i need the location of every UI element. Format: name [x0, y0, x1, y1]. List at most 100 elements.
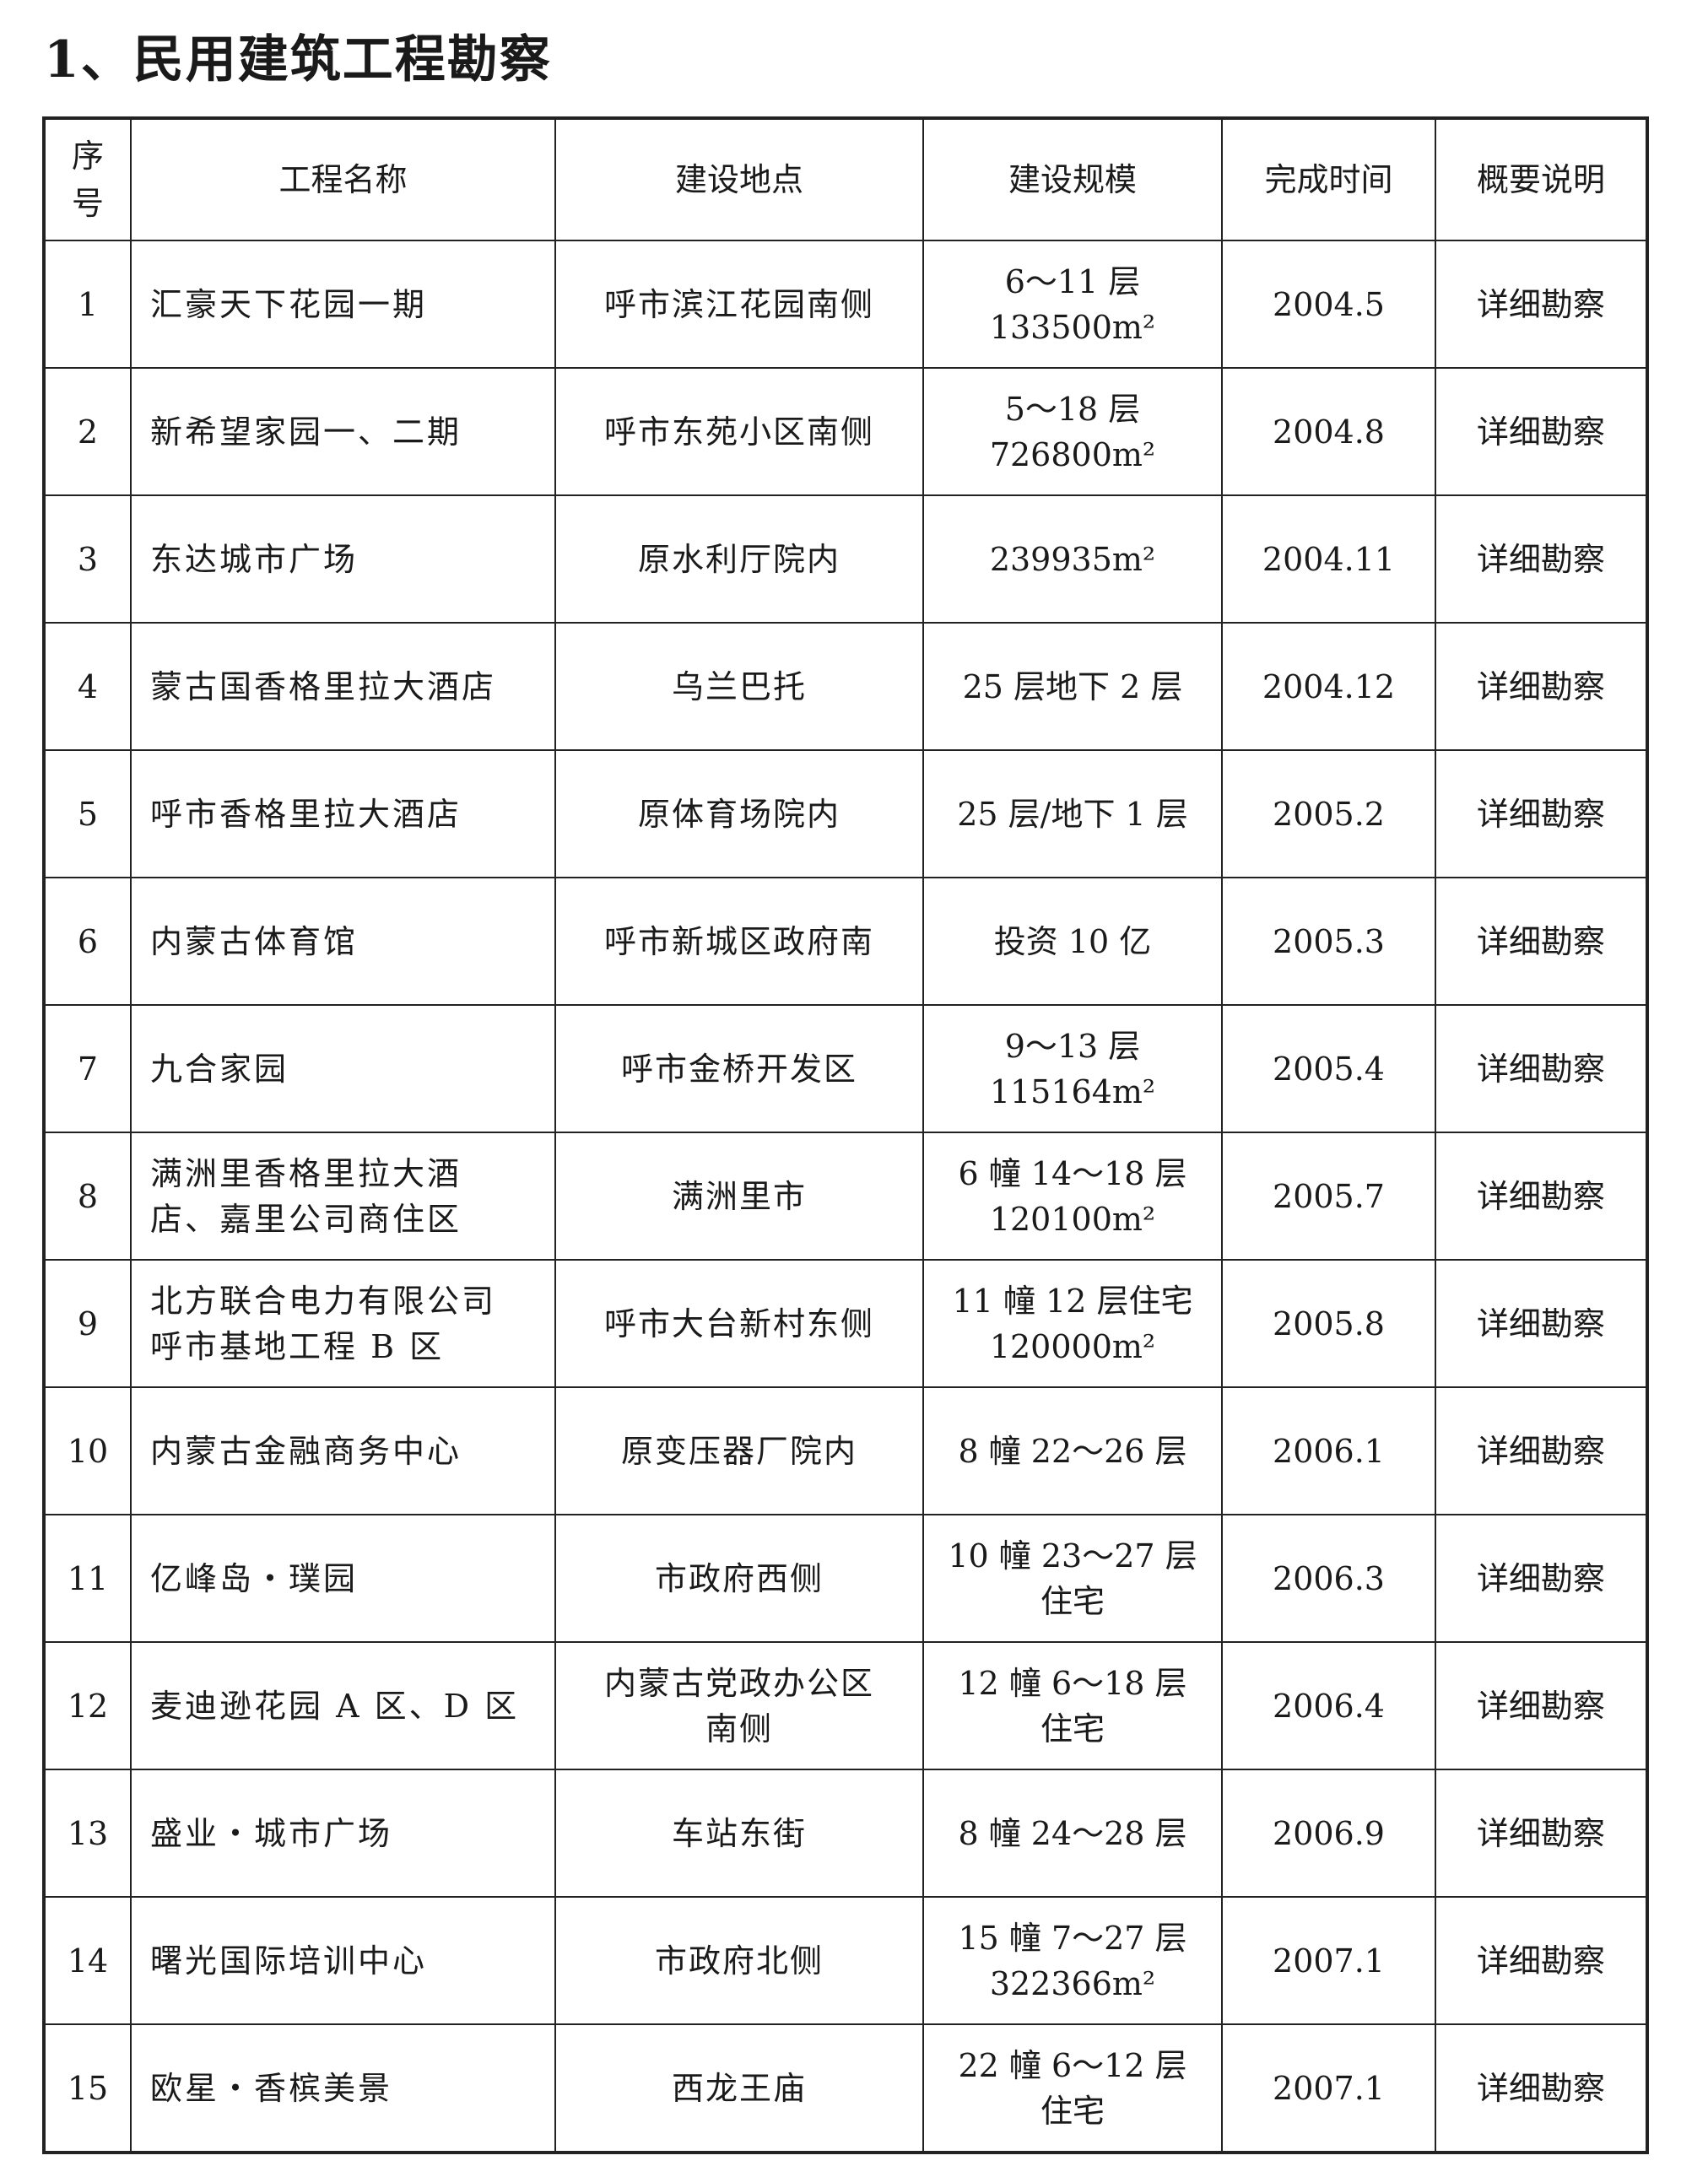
cell-seq: 10 [43, 1386, 132, 1515]
cell-note: 详细勘察 [1435, 1514, 1648, 1643]
cell-location-line: 满洲里市 [671, 1177, 807, 1215]
cell-name: 汇豪天下花园一期 [130, 240, 556, 369]
cell-name: 呼市香格里拉大酒店 [130, 749, 556, 878]
cell-name-line: 满洲里香格里拉大酒 [150, 1154, 462, 1192]
table-row: 4 蒙古国香格里拉大酒店 乌兰巴托 25 层地下 2 层 2004.12 详细勘察 [43, 622, 1648, 751]
table-row: 15 欧星・香槟美景 西龙王庙 22 幢 6～12 层住宅 2007.1 详细勘察 [43, 2023, 1648, 2153]
cell-scale: 8 幢 22～26 层 [922, 1386, 1223, 1515]
cell-scale-line: 10 幢 23～27 层 [948, 1537, 1197, 1575]
cell-scale-line: 239935m² [989, 540, 1156, 578]
cell-scale: 11 幢 12 层住宅 120000m² [922, 1259, 1223, 1388]
cell-scale-line: 25 层/地下 1 层 [957, 795, 1188, 833]
header-location: 建设地点 [554, 117, 924, 241]
table-row: 13 盛业・城市广场 车站东街 8 幢 24～28 层 2006.9 详细勘察 [43, 1769, 1648, 1898]
cell-seq: 15 [43, 2023, 132, 2153]
cell-scale-line: 6～11 层 [1004, 262, 1141, 300]
table-row: 1 汇豪天下花园一期 呼市滨江花园南侧 6～11 层 133500m² 2004.5 详细勘… [43, 240, 1648, 369]
table-row: 9 北方联合电力有限公司 呼市基地工程 B 区呼市大台新村东侧 11 幢 12 层住宅… [43, 1259, 1648, 1388]
header-note: 概要说明 [1435, 117, 1648, 241]
cell-name: 内蒙古金融商务中心 [130, 1386, 556, 1515]
cell-note: 详细勘察 [1435, 1641, 1648, 1770]
cell-note: 详细勘察 [1435, 1132, 1648, 1261]
cell-scale-line: 住宅 [1040, 2092, 1105, 2130]
cell-location-line: 呼市新城区政府南 [603, 922, 874, 960]
cell-name: 北方联合电力有限公司 呼市基地工程 B 区 [130, 1259, 556, 1388]
cell-location-line: 呼市东苑小区南侧 [603, 413, 874, 451]
header-scale: 建设规模 [922, 117, 1223, 241]
cell-name-line: 蒙古国香格里拉大酒店 [150, 667, 497, 705]
cell-scale-line: 11 幢 12 层住宅 [952, 1282, 1193, 1320]
cell-name-line: 盛业・城市广场 [150, 1814, 393, 1852]
cell-date: 2004.5 [1221, 240, 1436, 369]
cell-scale-line: 726800m² [989, 435, 1156, 473]
cell-date: 2005.2 [1221, 749, 1436, 878]
cell-location: 满洲里市 [554, 1132, 924, 1261]
cell-seq: 12 [43, 1641, 132, 1770]
cell-note: 详细勘察 [1435, 2023, 1648, 2153]
cell-location-line: 原体育场院内 [637, 795, 840, 833]
cell-seq: 3 [43, 494, 132, 624]
cell-note: 详细勘察 [1435, 240, 1648, 369]
cell-date: 2006.1 [1221, 1386, 1436, 1515]
header-date: 完成时间 [1221, 117, 1436, 241]
cell-scale-line: 322366m² [989, 1964, 1156, 2002]
cell-name: 麦迪逊花园 A 区、D 区 [130, 1641, 556, 1770]
cell-seq: 9 [43, 1259, 132, 1388]
cell-name-line: 东达城市广场 [150, 540, 359, 578]
cell-scale: 6 幢 14～18 层 120100m² [922, 1132, 1223, 1261]
cell-date: 2006.3 [1221, 1514, 1436, 1643]
cell-seq: 2 [43, 367, 132, 496]
cell-name-line: 欧星・香槟美景 [150, 2069, 393, 2107]
cell-name-line: 呼市基地工程 B 区 [150, 1327, 445, 1365]
cell-date: 2006.9 [1221, 1769, 1436, 1898]
cell-scale-line: 12 幢 6～18 层 [958, 1664, 1187, 1702]
cell-name: 满洲里香格里拉大酒 店、嘉里公司商住区 [130, 1132, 556, 1261]
cell-name-line: 内蒙古体育馆 [150, 922, 359, 960]
cell-name-line: 新希望家园一、二期 [150, 413, 462, 451]
cell-note: 详细勘察 [1435, 1386, 1648, 1515]
cell-scale: 239935m² [922, 494, 1223, 624]
cell-name-line: 内蒙古金融商务中心 [150, 1432, 462, 1470]
cell-location: 呼市大台新村东侧 [554, 1259, 924, 1388]
cell-scale: 6～11 层 133500m² [922, 240, 1223, 369]
cell-date: 2004.11 [1221, 494, 1436, 624]
cell-location-line: 内蒙古党政办公区 [603, 1664, 874, 1702]
cell-scale: 9～13 层 115164m² [922, 1004, 1223, 1133]
cell-scale: 25 层地下 2 层 [922, 622, 1223, 751]
cell-location: 西龙王庙 [554, 2023, 924, 2153]
cell-scale: 投资 10 亿 [922, 877, 1223, 1006]
cell-scale-line: 9～13 层 [1004, 1027, 1141, 1065]
cell-scale-line: 133500m² [989, 308, 1156, 346]
cell-seq: 13 [43, 1769, 132, 1898]
cell-scale: 15 幢 7～27 层 322366m² [922, 1896, 1223, 2025]
table-row: 11 亿峰岛・璞园 市政府西侧 10 幢 23～27 层住宅 2006.3 详细勘察 [43, 1514, 1648, 1643]
cell-location: 呼市东苑小区南侧 [554, 367, 924, 496]
cell-location: 原体育场院内 [554, 749, 924, 878]
cell-name-line: 呼市香格里拉大酒店 [150, 795, 462, 833]
cell-location: 市政府西侧 [554, 1514, 924, 1643]
cell-location: 车站东街 [554, 1769, 924, 1898]
cell-location-line: 原水利厅院内 [637, 540, 840, 578]
cell-location: 呼市金桥开发区 [554, 1004, 924, 1133]
cell-name: 盛业・城市广场 [130, 1769, 556, 1898]
cell-location-line: 呼市金桥开发区 [620, 1050, 857, 1088]
cell-seq: 7 [43, 1004, 132, 1133]
cell-seq: 1 [43, 240, 132, 369]
cell-scale-line: 5～18 层 [1004, 390, 1141, 428]
cell-seq: 8 [43, 1132, 132, 1261]
cell-location: 呼市滨江花园南侧 [554, 240, 924, 369]
cell-location-line: 西龙王庙 [671, 2069, 807, 2107]
cell-scale-line: 120000m² [989, 1327, 1156, 1365]
cell-scale: 5～18 层 726800m² [922, 367, 1223, 496]
header-seq: 序号 [43, 117, 132, 241]
cell-date: 2007.1 [1221, 1896, 1436, 2025]
cell-name-line: 北方联合电力有限公司 [150, 1282, 497, 1320]
cell-note: 详细勘察 [1435, 1259, 1648, 1388]
cell-seq: 5 [43, 749, 132, 878]
cell-seq: 4 [43, 622, 132, 751]
cell-note: 详细勘察 [1435, 1004, 1648, 1133]
cell-scale: 8 幢 24～28 层 [922, 1769, 1223, 1898]
cell-name: 内蒙古体育馆 [130, 877, 556, 1006]
table-header-row: 序号 工程名称 建设地点 建设规模 完成时间 概要说明 [43, 117, 1648, 241]
cell-location: 原变压器厂院内 [554, 1386, 924, 1515]
